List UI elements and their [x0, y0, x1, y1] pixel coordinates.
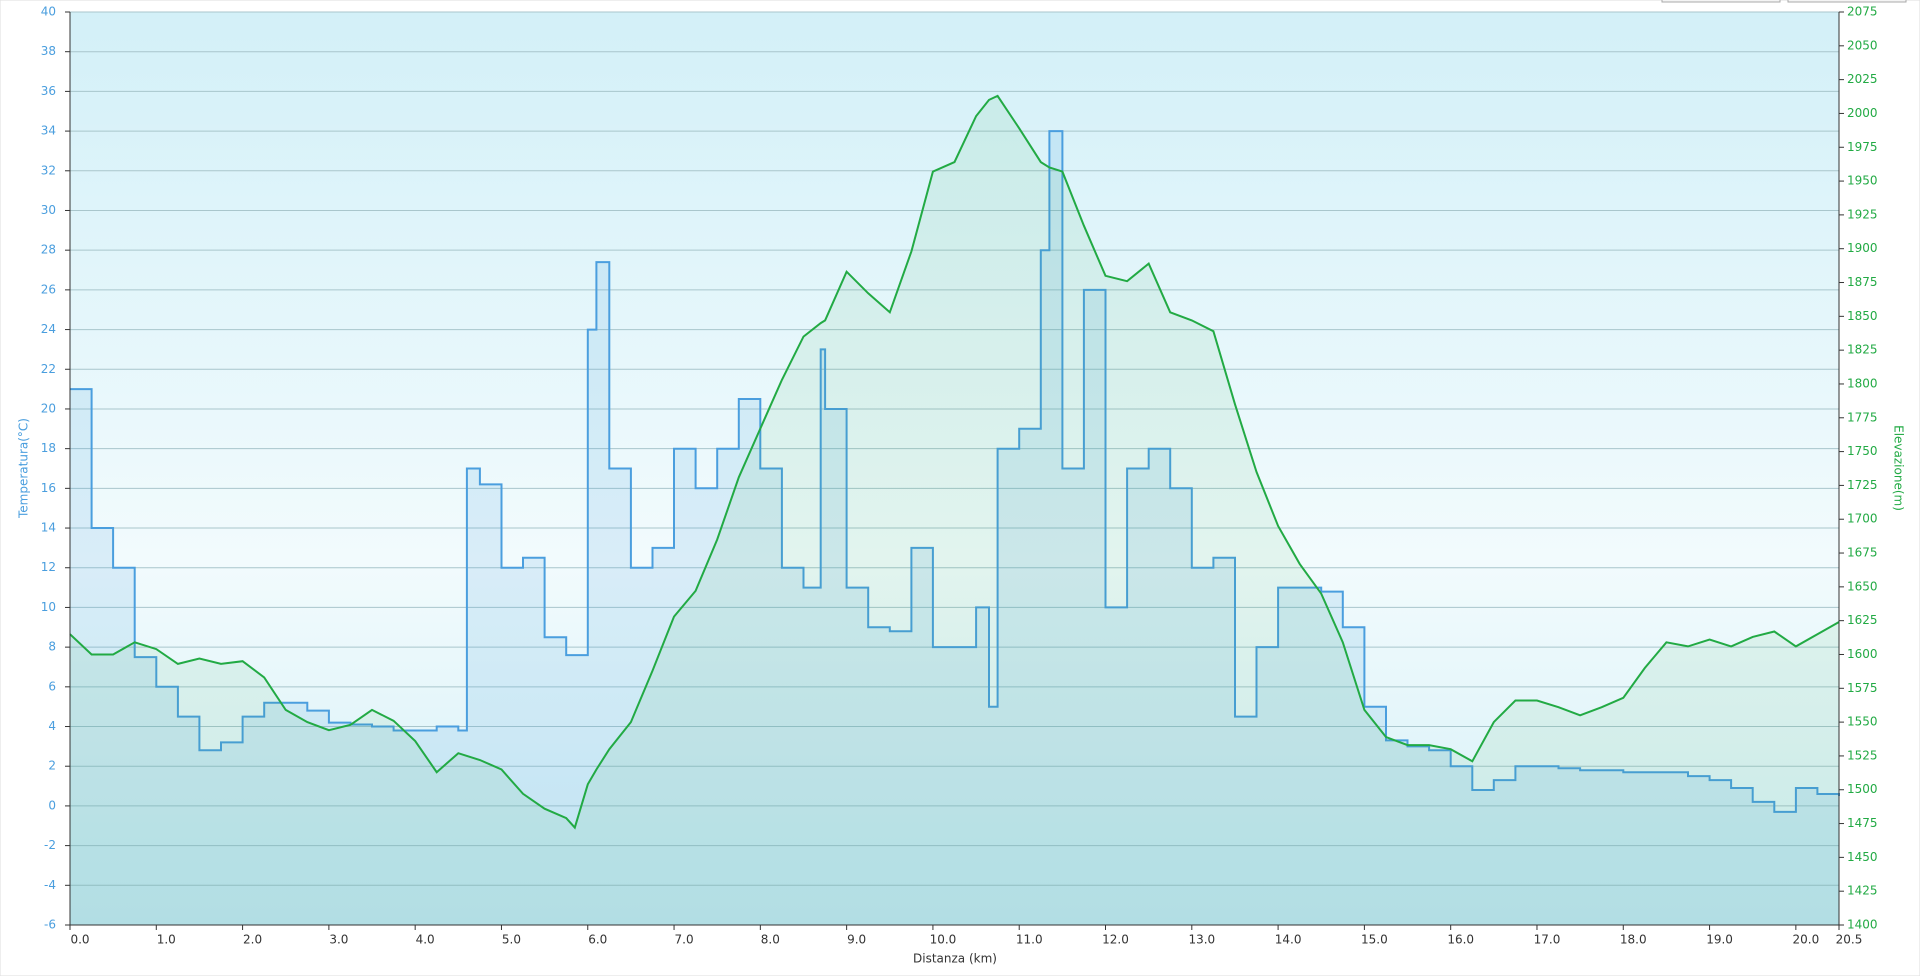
- x-axis-title: Distanza (km): [913, 952, 997, 966]
- y-tick-label: 10: [41, 600, 56, 614]
- x-tick-label: 19.0: [1706, 933, 1733, 947]
- x-tick-label: 3.0: [329, 933, 348, 947]
- y2-tick-label: 1475: [1847, 816, 1878, 830]
- y2-tick-label: 1525: [1847, 748, 1878, 762]
- y2-tick-label: 1425: [1847, 884, 1878, 898]
- x-tick-label: 20.0: [1792, 933, 1819, 947]
- y-tick-label: 40: [41, 5, 56, 19]
- area: [70, 131, 1839, 926]
- y2-tick-label: 1900: [1847, 241, 1878, 255]
- y-tick-label: 18: [41, 441, 56, 455]
- button[interactable]: [1661, 0, 1781, 3]
- y-tick-label: 34: [41, 124, 56, 138]
- y2-tick-label: 1550: [1847, 715, 1878, 729]
- y2-tick-label: 1575: [1847, 681, 1878, 695]
- y2-tick-label: 1625: [1847, 613, 1878, 627]
- y-tick-label: 32: [41, 163, 56, 177]
- y-tick-label: 20: [41, 401, 56, 415]
- x-tick-label: 1.0: [157, 933, 176, 947]
- y2-tick-label: 1950: [1847, 174, 1878, 188]
- y-tick-label: 2: [48, 759, 56, 773]
- y2-tick-label: 1775: [1847, 410, 1878, 424]
- y-tick-label: 0: [48, 798, 56, 812]
- x-tick-label: 20.5: [1836, 933, 1863, 947]
- y-tick-label: 30: [41, 203, 56, 217]
- y-tick-label: 8: [48, 640, 56, 654]
- y-axis-title: Temperatura(°C): [17, 418, 31, 519]
- x-tick-label: 0.0: [70, 933, 89, 947]
- y2-tick-label: 2075: [1847, 5, 1878, 19]
- y2-tick-label: 1825: [1847, 343, 1878, 357]
- x-tick-label: 6.0: [588, 933, 607, 947]
- y2-tick-label: 1925: [1847, 207, 1878, 221]
- y-tick-label: 38: [41, 44, 56, 58]
- x-tick-label: 15.0: [1361, 933, 1388, 947]
- y-tick-label: -4: [44, 878, 56, 892]
- y2-tick-label: 1975: [1847, 140, 1878, 154]
- x-tick-label: 9.0: [847, 933, 866, 947]
- y2-tick-label: 1400: [1847, 918, 1878, 932]
- y2-tick-label: 1600: [1847, 647, 1878, 661]
- y2-tick-label: 1675: [1847, 546, 1878, 560]
- x-tick-label: 16.0: [1447, 933, 1474, 947]
- x-tick-label: 13.0: [1188, 933, 1215, 947]
- x-tick-label: 8.0: [761, 933, 780, 947]
- y-tick-label: -2: [44, 838, 56, 852]
- y2-tick-label: 1700: [1847, 512, 1878, 526]
- x-tick-label: 5.0: [502, 933, 521, 947]
- line: [70, 130, 1840, 813]
- y-tick-label: -6: [44, 918, 56, 932]
- y2-axis-title: Elevazione(m): [1892, 425, 1906, 511]
- y2-tick-label: 1750: [1847, 444, 1878, 458]
- y-tick-label: 14: [41, 521, 56, 535]
- y-tick-label: 36: [41, 84, 56, 98]
- button[interactable]: [1787, 0, 1907, 3]
- y-tick-label: 22: [41, 362, 56, 376]
- x-tick-label: 18.0: [1620, 933, 1647, 947]
- y2-tick-label: 2050: [1847, 38, 1878, 52]
- y-tick-label: 24: [41, 322, 56, 336]
- x-tick-label: 12.0: [1102, 933, 1129, 947]
- x-tick-label: 10.0: [930, 933, 957, 947]
- y2-tick-label: 1800: [1847, 376, 1878, 390]
- x-tick-label: 14.0: [1275, 933, 1302, 947]
- line: [69, 94, 1840, 830]
- x-tick-label: 2.0: [243, 933, 262, 947]
- y2-tick-label: 1850: [1847, 309, 1878, 323]
- y2-tick-label: 2025: [1847, 72, 1878, 86]
- y-tick-label: 26: [41, 282, 56, 296]
- y2-tick-label: 1500: [1847, 782, 1878, 796]
- y2-tick-label: 1450: [1847, 850, 1878, 864]
- x-tick-label: 17.0: [1534, 933, 1561, 947]
- y2-tick-label: 2000: [1847, 106, 1878, 120]
- y-tick-label: 12: [41, 560, 56, 574]
- y2-tick-label: 1875: [1847, 275, 1878, 289]
- y-tick-label: 28: [41, 243, 56, 257]
- x-tick-label: 4.0: [416, 933, 435, 947]
- y-tick-label: 6: [48, 679, 56, 693]
- x-tick-label: 11.0: [1016, 933, 1043, 947]
- y-tick-label: 4: [48, 719, 56, 733]
- y2-tick-label: 1725: [1847, 478, 1878, 492]
- y2-tick-label: 1650: [1847, 579, 1878, 593]
- area: [70, 95, 1839, 925]
- plot-area: [70, 12, 1839, 925]
- y-tick-label: 16: [41, 481, 56, 495]
- x-tick-label: 7.0: [675, 933, 694, 947]
